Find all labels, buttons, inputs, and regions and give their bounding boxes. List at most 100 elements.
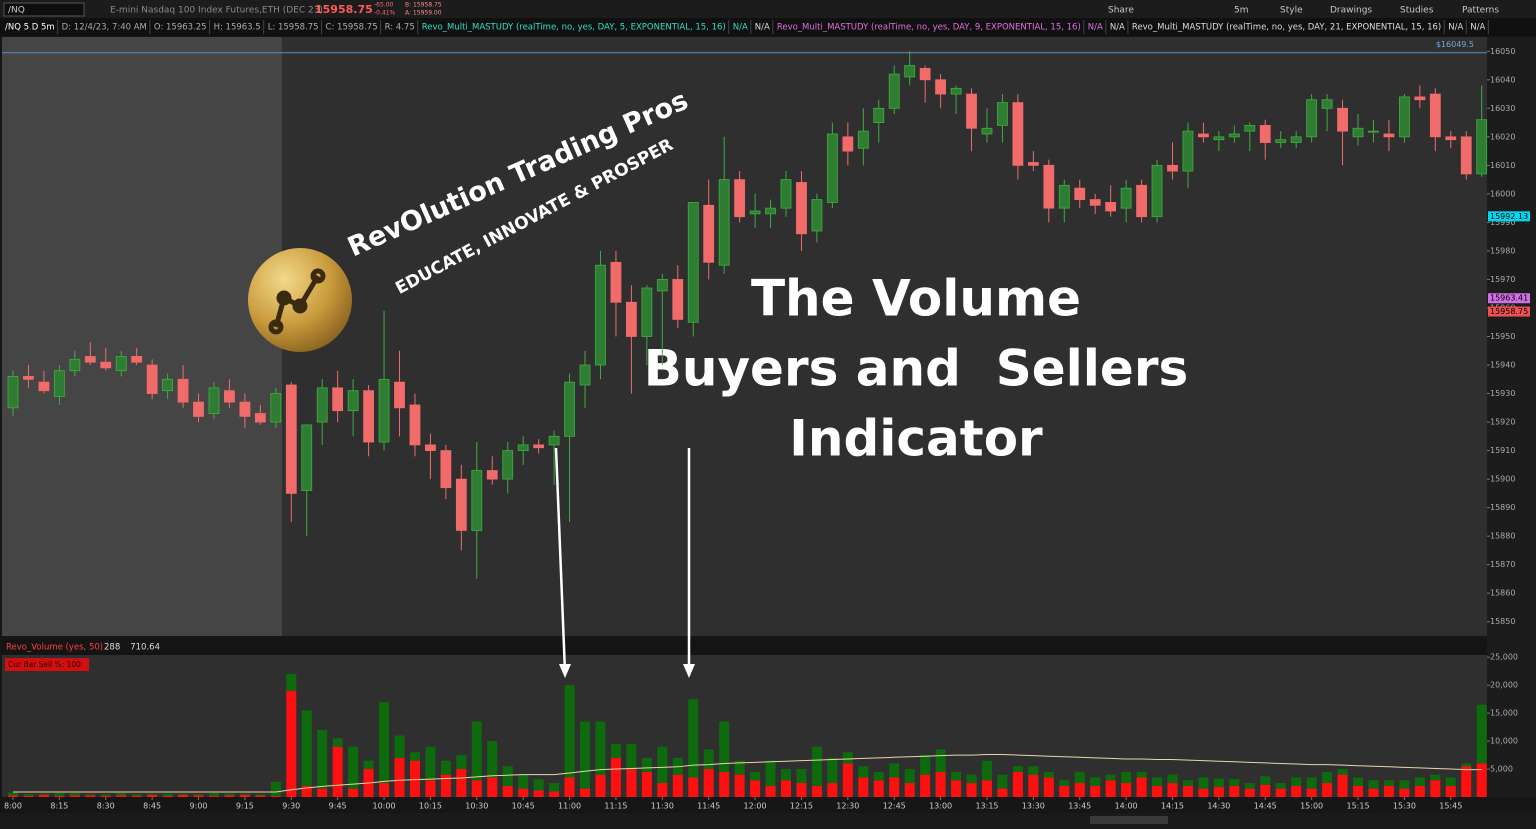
volume-bar (549, 791, 560, 797)
volume-bar (69, 795, 80, 797)
volume-bar (1430, 780, 1441, 797)
volume-bar (456, 755, 467, 770)
y-tick-label: 15900 (1490, 475, 1515, 484)
x-tick-label: 11:15 (604, 802, 627, 811)
candle-body (579, 364, 591, 386)
volume-bar (239, 794, 250, 797)
volume-bar (1414, 777, 1425, 786)
volume-bar (1152, 777, 1163, 786)
toolbar-button[interactable]: Drawings (1330, 6, 1372, 16)
volume-bar (487, 741, 498, 778)
candle-body (656, 279, 668, 292)
volume-bar (270, 781, 281, 796)
symbol-box[interactable] (3, 2, 85, 17)
volume-bar (719, 721, 730, 772)
study-label: N/A (1470, 23, 1485, 33)
volume-bar (920, 774, 931, 797)
price-line-label: $16049.5 (1436, 40, 1474, 49)
volume-bar (889, 763, 900, 778)
volume-bar (502, 785, 513, 797)
ask: A: 15959.00 (405, 10, 442, 17)
volume-bar (332, 738, 343, 747)
volume-bar (966, 774, 977, 784)
price-tag (1488, 211, 1530, 222)
candle-body (981, 127, 993, 135)
y-tick-label: 15,000 (1490, 709, 1518, 718)
volume-bar (1337, 774, 1348, 797)
study-label: Revo_Multi_MASTUDY (realTime, no, yes, D… (1132, 23, 1441, 33)
volume-bar (641, 757, 652, 772)
volume-bar (1012, 766, 1023, 772)
volume-bar (518, 788, 529, 797)
candle-body (239, 401, 251, 417)
candle-body (1182, 130, 1194, 172)
volume-bar (147, 794, 158, 797)
volume-bar (1353, 777, 1364, 786)
candle-body (38, 381, 50, 392)
candle-body (888, 73, 900, 109)
candle-body (332, 387, 344, 412)
volume-bar (409, 760, 420, 797)
volume-bar (765, 785, 776, 797)
toolbar-button[interactable]: Style (1280, 6, 1303, 16)
candle-body (224, 390, 235, 403)
scroll-thumb[interactable] (1090, 816, 1168, 824)
volume-bar (920, 755, 931, 775)
volume-bar (131, 794, 142, 796)
toolbar-button[interactable]: Patterns (1462, 6, 1499, 16)
volume-bar (626, 743, 637, 770)
volume-bar (1198, 788, 1209, 797)
price-tag-label: 15958.75 (1490, 307, 1528, 316)
headline: The Volume (751, 270, 1081, 328)
x-tick-label: 12:00 (744, 802, 767, 811)
toolbar-button[interactable]: Share (1108, 6, 1134, 16)
info-item: L: 15958.75 (268, 23, 319, 33)
volume-bar (935, 749, 946, 772)
volume-bar (487, 777, 498, 797)
volume-bar (1461, 766, 1472, 797)
volume-bar (703, 769, 714, 797)
volume-bar (858, 777, 869, 797)
x-tick-label: 9:15 (236, 802, 254, 811)
y-tick-label: 15950 (1490, 332, 1515, 341)
candle-body (193, 401, 204, 417)
candle-body (780, 179, 792, 209)
x-tick-label: 15:30 (1393, 802, 1416, 811)
volume-bar (100, 795, 111, 797)
candle-body (1167, 164, 1178, 172)
y-tick-label: 16010 (1490, 161, 1515, 170)
volume-bar (1322, 771, 1333, 784)
volume-bar (750, 771, 761, 781)
volume-bar (440, 774, 451, 797)
volume-average (13, 754, 1482, 793)
volume-bar (580, 788, 591, 797)
volume-bar (1430, 774, 1441, 781)
toolbar-button[interactable]: 5m (1234, 6, 1249, 16)
volume-bar (1461, 763, 1472, 767)
volume-bar (1399, 788, 1410, 797)
volume-bar (162, 795, 173, 797)
volume-bar (1059, 780, 1070, 786)
bid: B: 15958.75 (405, 2, 442, 9)
volume-bar (1090, 777, 1101, 786)
volume-bar (1476, 763, 1487, 797)
toolbar-button[interactable]: Studies (1400, 6, 1434, 16)
study-label: Revo_Multi_MASTUDY (realTime, no, yes, D… (422, 23, 726, 33)
volume-bar (610, 757, 621, 797)
y-tick-label: 15890 (1490, 503, 1515, 512)
info-item: C: 15958.75 (326, 23, 378, 33)
candle-body (796, 182, 807, 235)
x-tick-label: 15:15 (1346, 802, 1369, 811)
volume-bar (580, 721, 591, 789)
candle-body (131, 356, 143, 363)
candle-body (873, 107, 885, 123)
x-tick-label: 11:45 (697, 802, 720, 811)
candle-body (486, 470, 498, 480)
volume-bar (239, 793, 250, 795)
price-axis (1487, 37, 1536, 797)
scrollbar[interactable] (0, 813, 1536, 829)
symbol[interactable]: /NQ (8, 6, 25, 16)
candle-body (610, 261, 622, 303)
candle-body (1445, 136, 1457, 141)
candle-body (1244, 125, 1256, 132)
